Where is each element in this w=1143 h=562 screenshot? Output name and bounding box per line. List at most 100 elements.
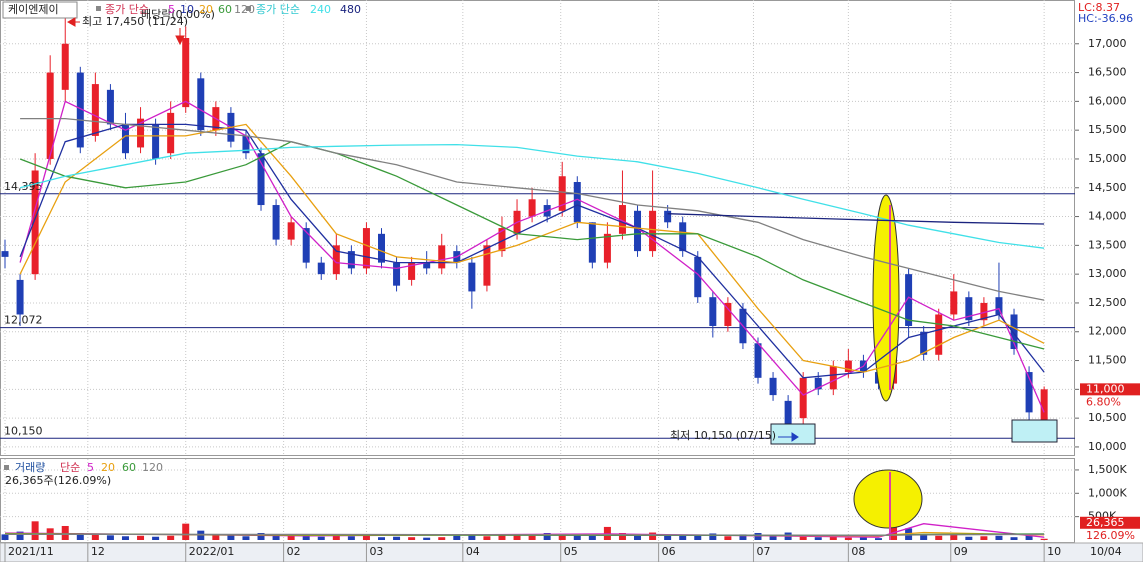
- legend-marker: [96, 6, 101, 11]
- volume-bar: [212, 534, 220, 540]
- candle-body: [76, 72, 84, 148]
- y-tick-label: 1,000K: [1088, 486, 1127, 499]
- volume-bar: [754, 532, 762, 540]
- y-tick-label: 14,000: [1088, 210, 1127, 223]
- volume-bar: [935, 535, 943, 540]
- candle-body: [287, 222, 295, 240]
- price-tag-label: 11,000: [1086, 382, 1125, 395]
- candle-body: [302, 228, 310, 263]
- volume-bar: [91, 534, 99, 540]
- volume-bar: [513, 534, 521, 540]
- volume-bar: [1040, 538, 1048, 540]
- stock-name-box[interactable]: [2, 1, 78, 19]
- arrow: [66, 17, 80, 27]
- volume-bar: [814, 537, 822, 540]
- volume-bar: [137, 535, 145, 540]
- highlight-ellipse: [872, 194, 900, 402]
- volume-bar: [332, 535, 340, 540]
- y-tick-label: 16,000: [1088, 94, 1127, 107]
- candle-body: [814, 377, 822, 390]
- volume-bar: [965, 536, 973, 540]
- volume-bar: [724, 536, 732, 540]
- candle-body: [483, 245, 491, 286]
- candle-body: [920, 331, 928, 355]
- arrow: [175, 28, 185, 46]
- moving-average: [19, 123, 1045, 379]
- candle-body: [603, 233, 611, 263]
- candle-body: [844, 360, 852, 373]
- low-note: 최저 10,150 (07/15): [670, 429, 776, 442]
- candle-body: [393, 262, 401, 286]
- candle-body: [528, 199, 536, 217]
- candle-body: [905, 274, 913, 326]
- candle-body: [754, 343, 762, 378]
- moving-average: [19, 143, 1045, 249]
- candle-body: [649, 210, 657, 252]
- candle-body: [769, 377, 777, 396]
- candle-body: [378, 233, 385, 263]
- moving-average: [19, 100, 1045, 413]
- volume-bar: [106, 535, 114, 540]
- candle-body: [784, 400, 792, 424]
- volume-bar: [152, 536, 160, 540]
- y-tick-label: 12,500: [1088, 296, 1127, 309]
- volume-bar: [76, 532, 84, 540]
- volume-bar: [16, 531, 24, 540]
- reference-label: 14,395: [4, 180, 43, 193]
- candle-body: [362, 228, 370, 269]
- volume-bar: [799, 535, 807, 540]
- dividend-note: 배당락(0.00%): [141, 8, 215, 21]
- candle-body: [618, 205, 626, 234]
- moving-average: [20, 117, 1045, 301]
- volume-bar: [257, 532, 265, 540]
- volume-bar: [920, 534, 928, 540]
- candle-body: [950, 291, 958, 315]
- volume-bar: [287, 535, 295, 540]
- legend-entry: 20: [101, 461, 115, 474]
- volume-bar: [528, 535, 536, 540]
- candle-body: [724, 302, 732, 326]
- volume-bar: [649, 532, 657, 540]
- volume-bar: [844, 537, 852, 540]
- candle-body: [197, 78, 205, 131]
- volume-bar: [121, 536, 129, 540]
- volume-bar: [483, 536, 491, 540]
- volume-bar: [1010, 537, 1018, 540]
- highlight-box: [1011, 419, 1058, 443]
- candle-body: [408, 262, 416, 280]
- candle-body: [980, 302, 988, 321]
- legend-entry: 60: [122, 461, 136, 474]
- x-tick-label: 2022/01: [189, 545, 235, 558]
- volume-bar: [423, 537, 431, 540]
- candle-body: [46, 72, 54, 159]
- high-note: 최고 17,450 (11/24): [82, 15, 188, 28]
- y-tick-label: 10,500: [1088, 411, 1127, 424]
- hc-label: HC:-36.96: [1078, 12, 1133, 25]
- moving-average: [667, 213, 1045, 225]
- volume-bar: [573, 534, 581, 540]
- candle-body: [257, 153, 265, 206]
- candle-body: [31, 170, 39, 275]
- candle-body: [121, 124, 129, 154]
- volume-bar: [498, 535, 506, 540]
- legend-entry: 5: [168, 3, 175, 16]
- x-tick-label: 04: [466, 545, 480, 558]
- stock-name: 케이엔제이: [8, 3, 59, 16]
- x-tick-label: 12: [91, 545, 105, 558]
- candle-body: [558, 176, 566, 211]
- volume-bar: [362, 535, 370, 540]
- volume-legend-title: 거래량: [15, 461, 45, 474]
- arrow: [778, 432, 799, 442]
- volume-summary: 26,365주(126.09%): [5, 474, 111, 487]
- candle-body: [272, 205, 280, 240]
- y-tick-label: 15,000: [1088, 152, 1127, 165]
- volume-bar: [859, 537, 867, 540]
- reference-label: 12,072: [4, 314, 43, 327]
- volume-bar: [769, 535, 777, 540]
- candle-body: [498, 228, 506, 252]
- volume-bar: [347, 536, 355, 540]
- y-tick-label: 15,500: [1088, 123, 1127, 136]
- volume-bar: [694, 534, 702, 540]
